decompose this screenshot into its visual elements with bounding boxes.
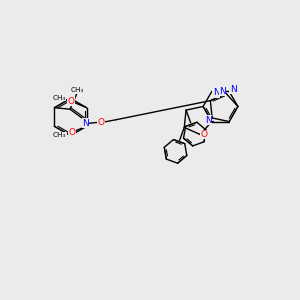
- Text: O: O: [97, 118, 104, 127]
- Text: CH₃: CH₃: [52, 94, 66, 100]
- Text: O: O: [68, 128, 75, 137]
- Text: N: N: [213, 88, 220, 98]
- Text: CH₃: CH₃: [53, 132, 66, 138]
- Text: N: N: [82, 118, 89, 127]
- Text: CH₃: CH₃: [71, 87, 84, 93]
- Text: N: N: [230, 85, 236, 94]
- Text: O: O: [201, 130, 208, 139]
- Text: N: N: [205, 116, 212, 125]
- Text: O: O: [68, 97, 74, 106]
- Text: N: N: [219, 87, 226, 96]
